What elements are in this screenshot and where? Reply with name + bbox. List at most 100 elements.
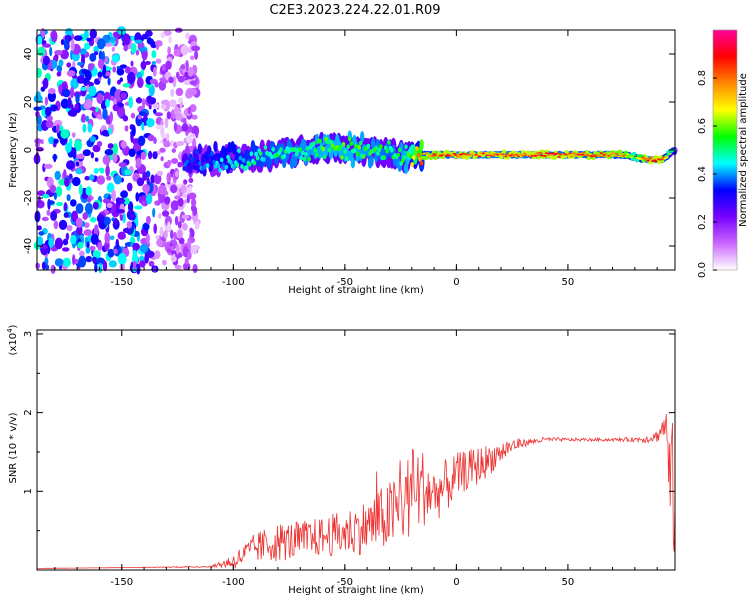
spectrogram-xlabel: Height of straight line (km)	[288, 285, 424, 296]
noise-blob	[65, 232, 70, 241]
chart-title: C2E3.2023.224.22.01.R09	[269, 3, 440, 18]
noise-blob	[83, 222, 90, 229]
ridge-blob	[374, 145, 379, 151]
noise-blob	[45, 120, 54, 128]
noise-blob	[54, 237, 64, 250]
noise-blob	[145, 193, 153, 205]
noise-blob	[129, 212, 136, 221]
ridge-blob	[410, 162, 415, 167]
noise-blob	[180, 185, 187, 194]
x-tick-label: -50	[337, 577, 353, 588]
ridge-blob	[460, 153, 465, 155]
snr-xlabel: Height of straight line (km)	[288, 585, 424, 596]
noise-blob	[58, 59, 64, 67]
noise-blob	[153, 223, 157, 234]
noise-blob	[159, 226, 164, 238]
noise-blob	[142, 98, 146, 110]
ridge-blob	[647, 158, 652, 160]
snr-ylabel: SNR (10 * v/v)	[8, 412, 19, 483]
noise-blob	[50, 264, 56, 274]
noise-blob	[60, 98, 70, 109]
ridge-blob	[549, 154, 553, 157]
noise-blob	[89, 28, 98, 39]
ridge-blob	[293, 147, 297, 153]
noise-blob	[130, 112, 136, 119]
noise-blob	[85, 70, 92, 81]
y-tick-label: 40	[23, 48, 34, 61]
ridge-blob	[194, 149, 199, 155]
ridge-blob	[664, 156, 669, 158]
ridge-blob	[298, 147, 302, 152]
ridge-blob	[269, 154, 274, 160]
noise-blob	[123, 197, 130, 205]
ridge-blob	[491, 154, 496, 157]
noise-blob	[130, 42, 137, 54]
noise-blob	[175, 113, 183, 121]
ridge-blob	[218, 167, 222, 173]
noise-blob	[187, 251, 192, 260]
ridge-blob	[580, 153, 585, 156]
noise-blob	[40, 139, 44, 145]
noise-blob	[175, 170, 179, 178]
noise-blob	[54, 170, 61, 181]
noise-blob	[123, 44, 128, 52]
noise-blob	[124, 169, 132, 176]
noise-blob	[58, 219, 68, 230]
noise-blob	[36, 67, 42, 78]
noise-blob	[163, 230, 168, 239]
ridge-blob	[551, 152, 555, 154]
ridge-blob	[263, 145, 268, 150]
ridge-blob	[357, 144, 361, 150]
noise-blob	[135, 192, 139, 202]
noise-blob	[152, 207, 156, 218]
noise-blob	[131, 254, 139, 264]
ridge-blob	[376, 150, 380, 156]
noise-blob	[151, 50, 157, 59]
noise-blob	[36, 225, 42, 231]
noise-blob	[185, 135, 192, 144]
noise-blob	[174, 195, 181, 200]
noise-blob	[163, 30, 172, 36]
noise-blob	[188, 177, 194, 183]
noise-blob	[109, 36, 116, 43]
noise-blob	[45, 264, 50, 271]
noise-blob	[53, 138, 59, 144]
spectrogram-frame	[36, 29, 676, 271]
noise-blob	[137, 135, 146, 146]
ridge-blob	[565, 154, 569, 156]
noise-blob	[56, 65, 63, 72]
noise-blob	[77, 241, 84, 249]
ridge-blob	[343, 149, 347, 155]
noise-blob	[58, 179, 66, 186]
noise-blob	[75, 92, 80, 104]
ridge-blob	[515, 153, 519, 156]
ridge-blob	[418, 156, 422, 162]
noise-blob	[96, 114, 105, 120]
noise-blob	[96, 175, 106, 185]
noise-blob	[187, 239, 192, 250]
ridge-blob	[613, 154, 617, 157]
noise-blob	[75, 203, 84, 214]
ridge-blob	[366, 143, 371, 149]
noise-blob	[173, 121, 178, 132]
noise-blob	[106, 175, 112, 181]
noise-blob	[145, 233, 150, 244]
noise-blob	[124, 125, 129, 132]
noise-blob	[159, 147, 166, 153]
noise-blob	[62, 257, 71, 267]
ridge-blob	[249, 151, 254, 157]
noise-blob	[132, 242, 140, 251]
snr-multiplier-base: (x10	[8, 333, 19, 356]
noise-blob	[108, 260, 117, 268]
ridge-blob	[644, 157, 649, 160]
noise-blob	[37, 190, 46, 197]
noise-blob	[104, 149, 114, 156]
noise-blob	[165, 132, 170, 142]
noise-blob	[116, 68, 125, 76]
colorbar-tick-label: 0.8	[697, 70, 708, 86]
noise-blob	[162, 259, 167, 266]
noise-blob	[164, 196, 171, 205]
ridge-blob	[668, 152, 672, 155]
noise-blob	[111, 217, 115, 222]
noise-blob	[155, 235, 160, 240]
